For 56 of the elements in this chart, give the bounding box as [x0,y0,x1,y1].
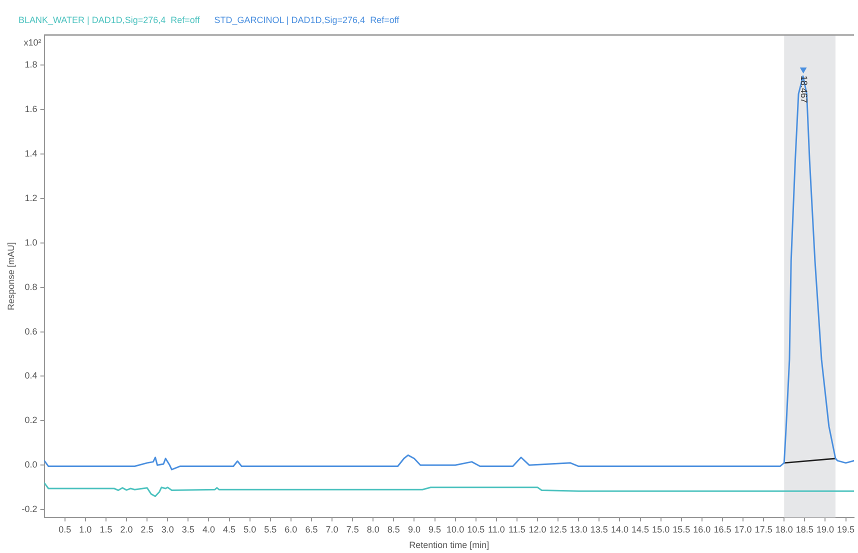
x-tick-label: 13.0 [570,524,588,534]
y-tick-label: 0.8 [24,282,38,292]
x-tick-label: 1.0 [79,524,92,534]
x-tick-label: 3.0 [161,524,174,534]
y-tick-label: 1.6 [24,104,38,114]
x-tick-label: 11.5 [508,524,526,534]
x-tick-label: 2.0 [120,524,133,534]
y-tick-label: 0.6 [24,326,38,336]
x-tick-label: 17.5 [754,524,772,534]
x-tick-label: 11.0 [488,524,505,534]
x-tick-label: 2.5 [140,524,154,534]
x-tick-label: 12.0 [528,524,546,534]
x-tick-label: 6.0 [284,524,298,534]
x-tick-label: 12.5 [549,524,567,534]
y-tick-label: 0.0 [24,460,38,470]
x-tick-label: 17.0 [734,524,752,534]
y-tick-label: 1.2 [24,192,38,203]
text: BLANK_WATER | DAD1D,Sig=276,4 Ref=off [18,14,200,25]
annotation: 18.467 [798,75,809,103]
x-tick-label: 15.0 [652,524,670,534]
x-tick-label: 6.5 [305,524,318,534]
x-tick-label: 8.5 [387,524,400,534]
x-tick-label: 16.0 [693,524,711,534]
x-tick-label: 1.5 [100,524,112,534]
x-tick-label: 9.0 [408,524,420,534]
x-tick-label: 16.5 [714,524,732,534]
x-tick-label: 3.5 [182,524,194,534]
x-tick-label: 15.5 [672,524,690,534]
x-tick-label: 8.0 [366,524,380,534]
y-tick-label: 0.2 [24,415,38,426]
x-tick-label: 18.5 [796,524,814,534]
x-tick-label: 4.5 [223,524,236,534]
x-tick-label: 9.5 [428,524,442,534]
x-tick-label: 13.5 [590,524,608,534]
y-axis-title: Response [mAU] [6,242,16,310]
y-tick-label: 1.8 [24,59,38,70]
y-tick-label: 0.4 [24,370,38,381]
x-tick-label: 7.5 [346,524,359,534]
x-axis-title: Retention time [min] [409,540,490,550]
x-tick-label: 18.0 [775,524,793,534]
x-tick-label: 10.5 [467,524,485,534]
y-tick-label: 1.4 [24,148,38,158]
y-tick-label: 1.0 [24,237,38,248]
x-tick-label: 19.5 [837,524,855,534]
x-tick-label: 5.5 [264,524,277,534]
x-tick-label: 10.0 [446,524,464,534]
x-tick-label: 0.5 [58,524,72,534]
text: STD_GARCINOL | DAD1D,Sig=276,4 Ref=off [214,14,400,25]
x-tick-label: 14.0 [610,524,628,534]
x-tick-label: 5.0 [244,524,256,534]
x-tick-label: 19.0 [816,524,834,534]
text: x10² [24,37,42,48]
x-tick-label: 7.0 [326,524,338,534]
y-tick-label: -0.2 [22,504,38,514]
x-tick-label: 4.0 [202,524,215,534]
x-tick-label: 14.5 [632,524,650,534]
